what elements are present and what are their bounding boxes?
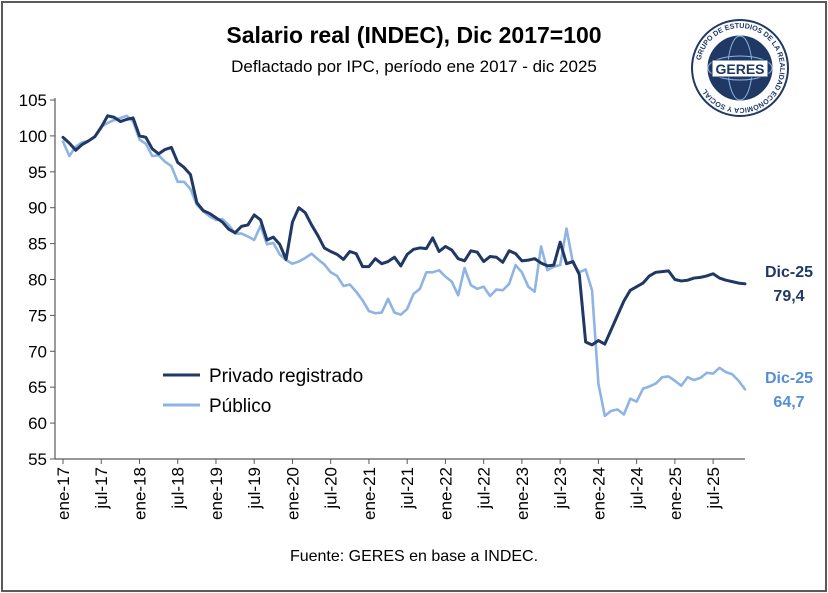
y-tick-label: 65 xyxy=(28,378,47,397)
end-label-value: 79,4 xyxy=(773,288,804,305)
source-note: Fuente: GERES en base a INDEC. xyxy=(289,548,539,565)
y-tick-label: 60 xyxy=(28,414,47,433)
geres-logo: GERES GRUPO DE ESTUDIOS DE LA REALIDAD E… xyxy=(691,19,789,117)
logo-text: GERES xyxy=(715,61,764,77)
y-tick-label: 105 xyxy=(19,91,47,110)
y-tick-label: 90 xyxy=(28,199,47,218)
x-tick-label: ene-24 xyxy=(589,467,608,520)
x-tick-label: jul-20 xyxy=(322,467,341,510)
x-tick-label: jul-25 xyxy=(704,467,723,510)
y-tick-label: 100 xyxy=(19,127,47,146)
x-tick-label: jul-24 xyxy=(628,467,647,510)
x-tick-label: jul-19 xyxy=(245,467,264,510)
x-tick-label: ene-18 xyxy=(130,467,149,520)
legend-label: Privado registrado xyxy=(209,366,363,387)
x-axis: ene-17 jul-17 ene-18 jul-18 ene-19 jul-19 ene-… xyxy=(54,458,745,520)
x-tick-label: jul-21 xyxy=(398,467,417,510)
series-line-publico xyxy=(61,114,747,418)
y-tick-label: 70 xyxy=(28,342,47,361)
series-layer xyxy=(61,114,747,418)
x-tick-label: ene-23 xyxy=(513,467,532,520)
y-axis: 55 60 65 70 75 80 85 90 95 100 105 xyxy=(19,91,56,469)
x-tick-label: jul-23 xyxy=(551,467,570,510)
y-tick-label: 75 xyxy=(28,306,47,325)
end-label-month: Dic-25 xyxy=(765,264,813,281)
x-tick-label: ene-25 xyxy=(666,467,685,520)
x-tick-label: ene-20 xyxy=(283,467,302,520)
legend-label: Público xyxy=(209,396,271,417)
y-tick-label: 80 xyxy=(28,271,47,290)
end-label-value: 64,7 xyxy=(773,394,804,411)
legend: Privado registrado Público xyxy=(163,366,363,417)
end-label-month: Dic-25 xyxy=(765,370,813,387)
chart-title: Salario real (INDEC), Dic 2017=100 xyxy=(226,22,602,48)
y-tick-label: 85 xyxy=(28,235,47,254)
x-tick-label: jul-17 xyxy=(92,467,111,510)
y-tick-label: 55 xyxy=(28,450,47,469)
series-line-privado-registrado xyxy=(61,114,747,347)
x-tick-label: ene-21 xyxy=(360,467,379,520)
x-tick-label: ene-22 xyxy=(436,467,455,520)
x-tick-label: ene-17 xyxy=(54,467,73,520)
y-tick-label: 95 xyxy=(28,163,47,182)
x-tick-label: ene-19 xyxy=(207,467,226,520)
x-tick-label: jul-18 xyxy=(169,467,188,510)
x-tick-label: jul-22 xyxy=(475,467,494,510)
chart-subtitle: Deflactado por IPC, período ene 2017 - d… xyxy=(231,57,597,76)
end-labels: Dic-25 79,4 Dic-25 64,7 xyxy=(765,264,813,411)
